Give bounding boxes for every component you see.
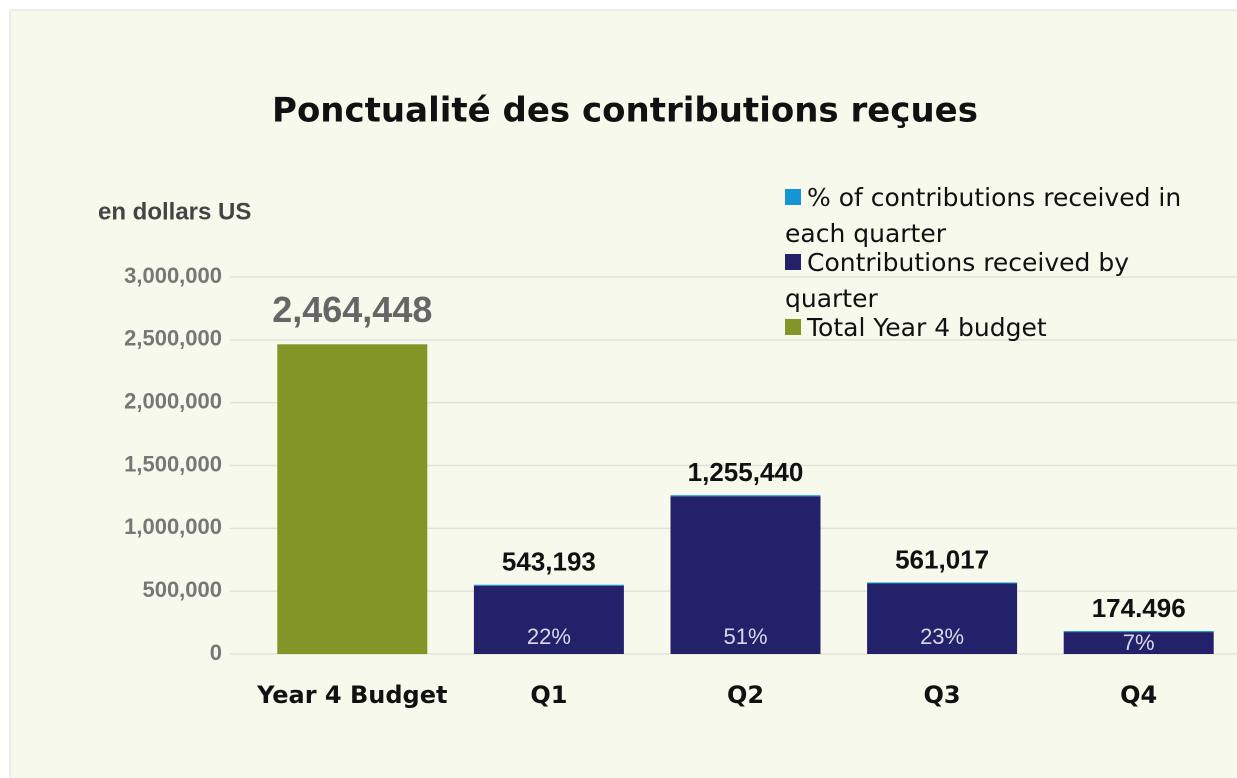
bar <box>277 344 428 654</box>
percent-segment <box>670 495 821 497</box>
y-axis-label: en dollars US <box>98 198 251 225</box>
y-tick-label: 2,000,000 <box>124 388 222 413</box>
bar <box>1063 632 1214 654</box>
percent-label: 22% <box>527 624 571 649</box>
y-tick-label: 0 <box>210 640 222 665</box>
y-tick-label: 1,000,000 <box>124 514 222 539</box>
bar <box>867 583 1018 654</box>
chart-title: Ponctualité des contributions reçues <box>272 91 978 131</box>
value-label: 1,255,440 <box>688 457 804 487</box>
bar <box>473 585 624 654</box>
legend-label: % of contributions received in each quar… <box>785 183 1182 248</box>
percent-label: 7% <box>1123 630 1155 655</box>
percent-segment <box>473 584 624 586</box>
y-tick-label: 500,000 <box>142 577 222 602</box>
budget-label: 2,464,448 <box>272 289 432 330</box>
legend-swatch <box>785 254 801 270</box>
x-tick-label: Q3 <box>924 681 961 709</box>
y-tick-label: 1,500,000 <box>124 451 222 476</box>
percent-label: 51% <box>723 624 767 649</box>
legend-swatch <box>785 189 801 205</box>
value-label: 543,193 <box>502 547 596 577</box>
percent-segment <box>867 582 1018 584</box>
x-tick-label: Q2 <box>727 681 764 709</box>
y-tick-label: 2,500,000 <box>124 326 222 351</box>
legend-label: Contributions received by quarter <box>785 248 1130 313</box>
x-tick-label: Year 4 Budget <box>256 681 447 709</box>
percent-label: 23% <box>920 624 964 649</box>
y-tick-label: 3,000,000 <box>124 263 222 288</box>
legend-entry: Total Year 4 budget <box>785 310 1195 346</box>
legend-swatch <box>785 319 801 335</box>
legend-entry: % of contributions received in each quar… <box>785 180 1195 252</box>
value-label: 561,017 <box>895 544 989 574</box>
legend-entry: Contributions received by quarter <box>785 245 1195 317</box>
x-tick-label: Q1 <box>530 681 567 709</box>
x-tick-label: Q4 <box>1120 681 1157 709</box>
value-label: 174.496 <box>1092 593 1186 623</box>
percent-segment <box>1063 631 1214 633</box>
bar <box>670 496 821 654</box>
legend-label: Total Year 4 budget <box>807 313 1047 342</box>
